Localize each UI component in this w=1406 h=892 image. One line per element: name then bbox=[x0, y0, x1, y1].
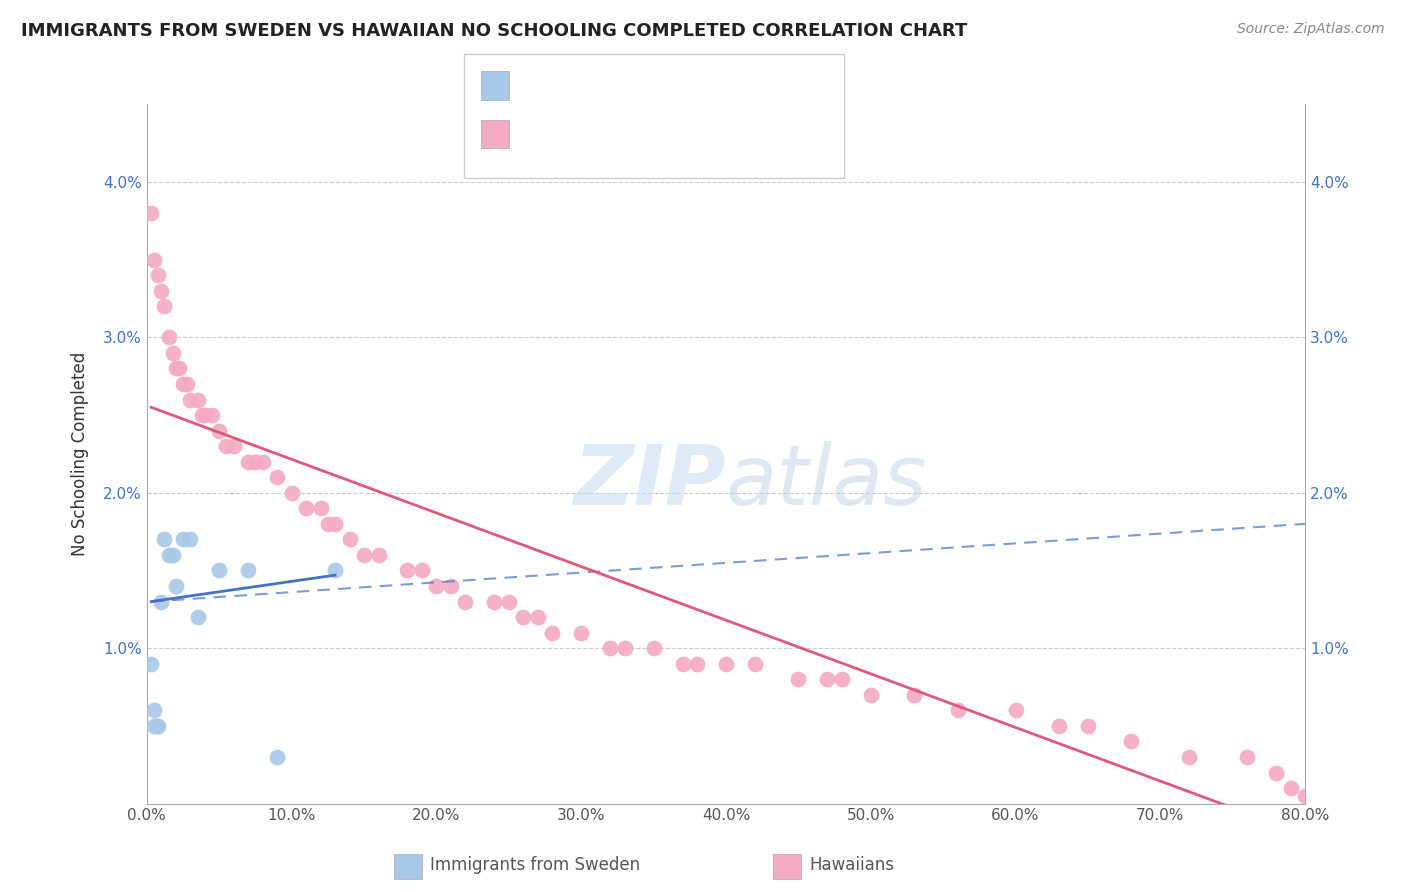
Y-axis label: No Schooling Completed: No Schooling Completed bbox=[72, 351, 89, 556]
Text: 64: 64 bbox=[692, 125, 714, 143]
Text: 17: 17 bbox=[682, 77, 704, 95]
Point bbox=[143, 252, 166, 267]
Point bbox=[309, 501, 332, 516]
Point bbox=[541, 625, 564, 640]
Point bbox=[146, 719, 169, 733]
Point bbox=[484, 594, 506, 608]
Point bbox=[143, 703, 166, 717]
Point bbox=[831, 673, 853, 687]
Point bbox=[859, 688, 882, 702]
Point bbox=[179, 392, 201, 407]
Text: R =: R = bbox=[523, 125, 562, 143]
Point bbox=[165, 579, 187, 593]
Text: Source: ZipAtlas.com: Source: ZipAtlas.com bbox=[1237, 22, 1385, 37]
Point bbox=[512, 610, 534, 624]
Point bbox=[245, 455, 267, 469]
Point bbox=[316, 516, 339, 531]
Point bbox=[1294, 789, 1316, 803]
Point bbox=[526, 610, 548, 624]
Text: R =: R = bbox=[523, 77, 562, 95]
Point bbox=[208, 564, 231, 578]
Point bbox=[148, 268, 170, 282]
Point bbox=[1265, 765, 1288, 780]
Point bbox=[1236, 750, 1258, 764]
Point bbox=[153, 533, 176, 547]
Point bbox=[222, 439, 245, 453]
Point bbox=[201, 408, 224, 422]
Point bbox=[148, 719, 170, 733]
Point bbox=[1279, 780, 1302, 795]
Point bbox=[186, 610, 208, 624]
Point bbox=[280, 485, 302, 500]
Point bbox=[396, 564, 419, 578]
Point bbox=[179, 533, 201, 547]
Point bbox=[686, 657, 709, 671]
Point bbox=[323, 564, 346, 578]
Text: ZIP: ZIP bbox=[574, 442, 725, 523]
Point bbox=[167, 361, 190, 376]
Point bbox=[162, 346, 184, 360]
Point bbox=[946, 703, 969, 717]
Point bbox=[454, 594, 477, 608]
Point bbox=[903, 688, 925, 702]
Point bbox=[1178, 750, 1201, 764]
Point bbox=[411, 564, 433, 578]
Point bbox=[157, 330, 180, 344]
Point bbox=[1004, 703, 1026, 717]
Point bbox=[744, 657, 766, 671]
Point bbox=[671, 657, 693, 671]
Point bbox=[266, 750, 288, 764]
Point bbox=[176, 376, 198, 391]
Point bbox=[295, 501, 318, 516]
Text: Immigrants from Sweden: Immigrants from Sweden bbox=[430, 856, 640, 874]
Point bbox=[353, 548, 375, 562]
Point bbox=[215, 439, 238, 453]
Point bbox=[339, 533, 361, 547]
Point bbox=[172, 376, 194, 391]
Point bbox=[162, 548, 184, 562]
Point bbox=[150, 284, 173, 298]
Point bbox=[186, 392, 208, 407]
Point bbox=[208, 424, 231, 438]
Point bbox=[153, 299, 176, 313]
Point bbox=[252, 455, 274, 469]
Point bbox=[172, 533, 194, 547]
Point bbox=[714, 657, 737, 671]
Point bbox=[1047, 719, 1070, 733]
Point bbox=[440, 579, 463, 593]
Point bbox=[141, 657, 163, 671]
Point bbox=[643, 641, 665, 656]
Point bbox=[191, 408, 214, 422]
Text: IMMIGRANTS FROM SWEDEN VS HAWAIIAN NO SCHOOLING COMPLETED CORRELATION CHART: IMMIGRANTS FROM SWEDEN VS HAWAIIAN NO SC… bbox=[21, 22, 967, 40]
Point bbox=[367, 548, 389, 562]
Point bbox=[569, 625, 592, 640]
Point bbox=[1077, 719, 1099, 733]
Point bbox=[613, 641, 636, 656]
Point bbox=[323, 516, 346, 531]
Text: N =: N = bbox=[636, 125, 688, 143]
Point bbox=[599, 641, 621, 656]
Point bbox=[165, 361, 187, 376]
Text: -0.593: -0.593 bbox=[568, 125, 626, 143]
Text: Hawaiians: Hawaiians bbox=[810, 856, 894, 874]
Point bbox=[266, 470, 288, 484]
Point bbox=[238, 564, 260, 578]
Point bbox=[150, 594, 173, 608]
Point bbox=[141, 206, 163, 220]
Point bbox=[238, 455, 260, 469]
Point bbox=[425, 579, 447, 593]
Point bbox=[194, 408, 217, 422]
Point bbox=[1121, 734, 1143, 748]
Text: 0.016: 0.016 bbox=[568, 77, 619, 95]
Text: atlas: atlas bbox=[725, 442, 928, 523]
Point bbox=[498, 594, 520, 608]
Text: N =: N = bbox=[624, 77, 676, 95]
Point bbox=[787, 673, 810, 687]
Point bbox=[157, 548, 180, 562]
Point bbox=[143, 719, 166, 733]
Point bbox=[815, 673, 838, 687]
